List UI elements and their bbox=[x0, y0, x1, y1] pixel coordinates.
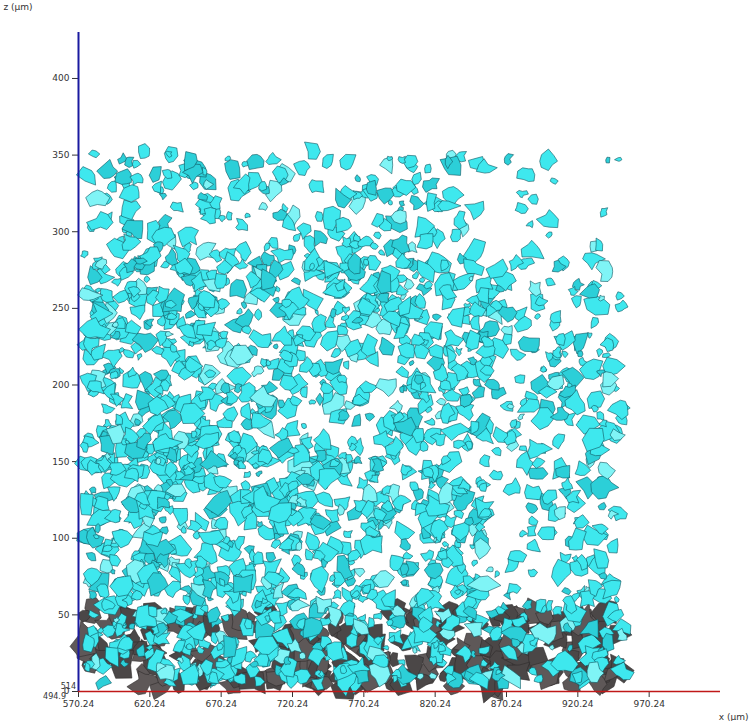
svg-text:920.24: 920.24 bbox=[562, 699, 594, 709]
svg-text:300: 300 bbox=[52, 227, 69, 237]
svg-text:820.24: 820.24 bbox=[419, 699, 451, 709]
svg-text:770.24: 770.24 bbox=[348, 699, 380, 709]
svg-text:870.24: 870.24 bbox=[491, 699, 523, 709]
svg-text:250: 250 bbox=[52, 303, 69, 313]
svg-text:514: 514 bbox=[61, 682, 76, 691]
svg-text:670.24: 670.24 bbox=[205, 699, 237, 709]
svg-text:50: 50 bbox=[58, 610, 70, 620]
svg-text:494.9: 494.9 bbox=[43, 692, 66, 701]
svg-text:620.24: 620.24 bbox=[134, 699, 166, 709]
svg-text:350: 350 bbox=[52, 150, 69, 160]
svg-text:z (μm): z (μm) bbox=[4, 2, 33, 12]
svg-text:x (μm): x (μm) bbox=[719, 712, 749, 721]
svg-text:970.24: 970.24 bbox=[633, 699, 665, 709]
svg-text:200: 200 bbox=[52, 380, 69, 390]
svg-text:400: 400 bbox=[52, 73, 69, 83]
svg-text:100: 100 bbox=[52, 533, 69, 543]
svg-text:150: 150 bbox=[52, 456, 69, 466]
svg-text:720.24: 720.24 bbox=[277, 699, 309, 709]
svg-text:570.24: 570.24 bbox=[63, 699, 95, 709]
